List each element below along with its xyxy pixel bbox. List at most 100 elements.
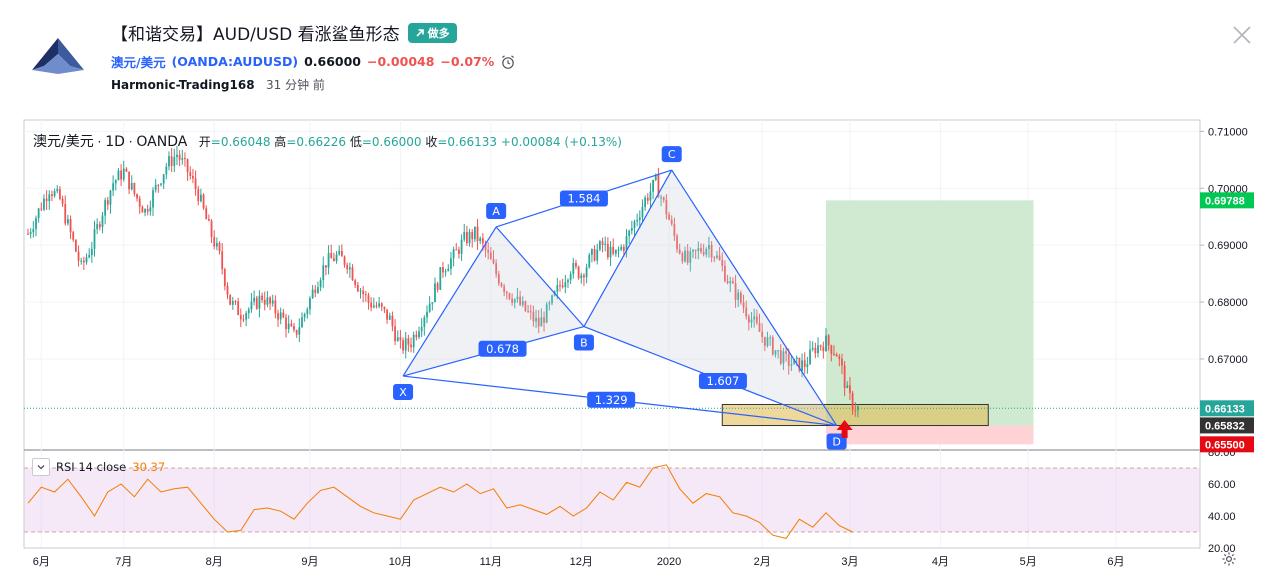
candle-body	[165, 166, 168, 175]
time-tick-label: 7月	[115, 556, 132, 568]
candle-body	[729, 281, 732, 284]
candle-body	[431, 302, 434, 304]
candle-body	[628, 230, 631, 237]
candle-body	[178, 154, 181, 160]
candle-body	[458, 249, 460, 254]
rsi-pane	[24, 464, 1200, 539]
candle-body	[641, 206, 644, 218]
candle-body	[192, 176, 194, 179]
candle-body	[98, 224, 101, 228]
candle-body	[359, 290, 362, 292]
gear-icon[interactable]	[1221, 551, 1237, 567]
candle-body	[394, 326, 396, 342]
candle-body	[761, 331, 764, 337]
candle-body	[516, 296, 519, 300]
price-axis-badge-label: 0.65832	[1205, 420, 1245, 432]
rsi-name: RSI 14 close	[56, 460, 127, 474]
candle-body	[301, 317, 303, 328]
time-tick-label: 2020	[657, 556, 681, 568]
pattern-point-label-b: B	[580, 337, 588, 350]
candle-body	[410, 344, 412, 348]
candle-body	[186, 159, 189, 173]
candle-body	[322, 265, 325, 281]
price-axis-badge	[1200, 192, 1254, 209]
candle-body	[500, 283, 503, 287]
harmonic-pattern: X A B C D 0.678 1.584 1.607 1.329	[393, 146, 847, 450]
candle-body	[364, 294, 367, 296]
candle-body	[266, 297, 269, 305]
candle-body	[540, 317, 543, 327]
candle-body	[817, 345, 819, 354]
symbol-name-link[interactable]: 澳元/美元	[111, 55, 166, 70]
candle-body	[591, 249, 593, 255]
trade-zones	[24, 200, 1200, 445]
legend-low: =0.66000	[361, 135, 422, 149]
time-tick-label: 9月	[301, 556, 318, 568]
candle-body	[524, 301, 527, 311]
candle-body	[543, 317, 545, 323]
candle-body	[77, 251, 80, 261]
candle-body	[93, 229, 96, 249]
candle-body	[69, 219, 72, 233]
candle-body	[67, 219, 69, 224]
candle-body	[367, 295, 370, 303]
candle-body	[803, 360, 806, 368]
candle-body	[766, 337, 769, 346]
candle-body	[716, 255, 718, 258]
candle-body	[295, 330, 298, 335]
candle-body	[157, 184, 160, 186]
candle-body	[314, 289, 317, 293]
candle-body	[630, 228, 633, 231]
alarm-clock-icon[interactable]	[500, 54, 516, 70]
author-name-link[interactable]: Harmonic-Trading168	[111, 78, 255, 92]
candle-body	[351, 267, 354, 281]
candle-body	[223, 269, 226, 286]
candle-body	[779, 350, 782, 364]
candle-body	[327, 252, 330, 268]
candle-body	[160, 183, 162, 185]
legend-open: =0.66048	[210, 135, 271, 149]
rsi-tick-label: 60.00	[1208, 479, 1236, 491]
candle-body	[90, 248, 93, 256]
candle-body	[638, 217, 641, 221]
candle-body	[388, 315, 391, 320]
candle-body	[604, 243, 607, 246]
candle-body	[269, 297, 271, 304]
candle-body	[633, 221, 636, 229]
candle-body	[819, 345, 822, 347]
leg-bc	[583, 169, 673, 327]
candle-body	[798, 357, 801, 371]
candle-body	[617, 249, 620, 251]
price-labels: 0.69788 0.66133 0.65832 0.65500	[1200, 192, 1254, 453]
candle-body	[205, 208, 208, 220]
price-tick-label: 0.67000	[1208, 354, 1248, 366]
candle-body	[673, 223, 676, 236]
long-badge[interactable]: 做多	[407, 22, 457, 43]
candle-body	[692, 249, 694, 252]
candle-body	[104, 200, 107, 216]
candle-body	[625, 236, 628, 251]
candle-body	[40, 208, 43, 210]
candle-body	[713, 257, 716, 259]
candle-body	[697, 247, 700, 251]
candle-body	[686, 250, 689, 263]
pattern-point-badge	[661, 146, 682, 163]
red-up-arrow	[836, 420, 853, 438]
time-tick-label: 10月	[389, 556, 412, 568]
collapse-button[interactable]	[32, 458, 50, 476]
candle-body	[793, 359, 795, 365]
candle-body	[588, 254, 591, 268]
candle-body	[317, 287, 319, 293]
candle-body	[176, 154, 178, 158]
author-logo[interactable]	[30, 36, 86, 76]
candle-body	[428, 303, 431, 312]
candle-body	[59, 189, 61, 199]
symbol-price: 0.66000	[304, 54, 361, 69]
close-icon[interactable]	[1231, 24, 1253, 46]
price-axis-badge-label: 0.66133	[1205, 403, 1245, 415]
candle-body	[250, 301, 253, 310]
price-axis-badge	[1200, 417, 1254, 434]
symbol-code-link[interactable]: (OANDA:AUDUSD)	[171, 54, 299, 69]
rsi-value: 30.37	[132, 460, 166, 474]
